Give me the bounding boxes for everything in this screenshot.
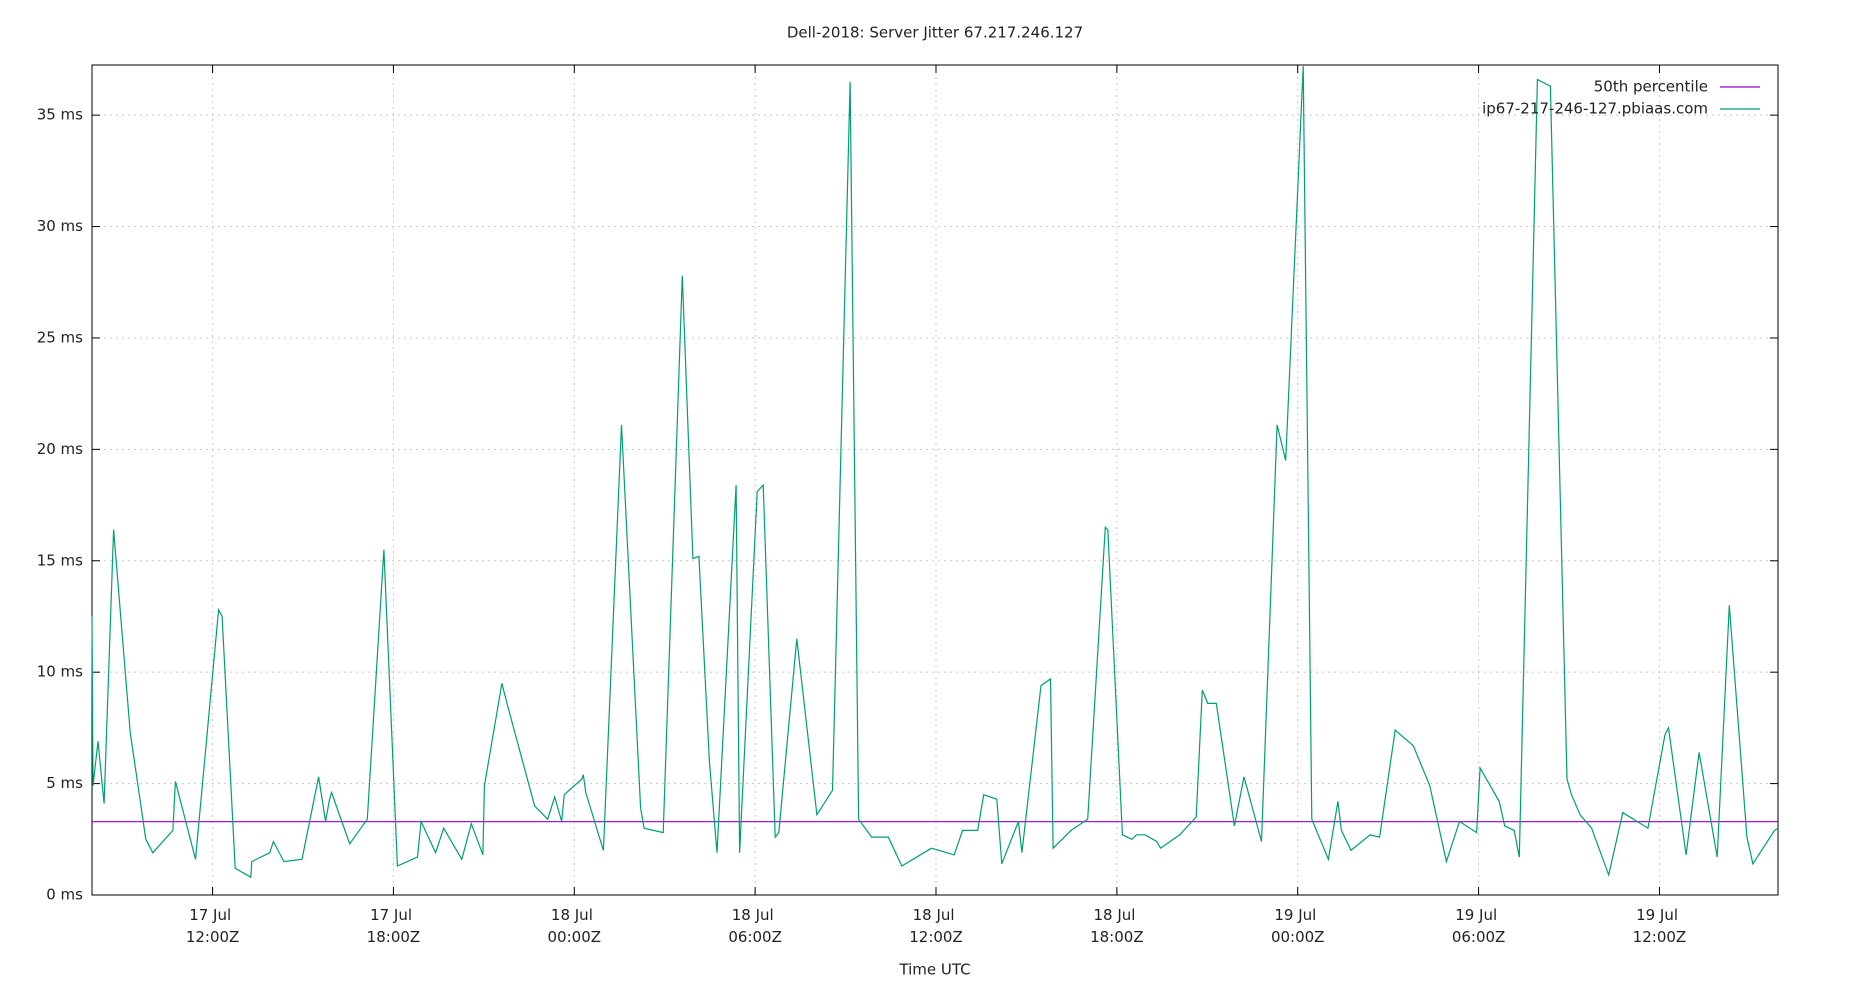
x-tick-date: 18 Jul (1093, 906, 1140, 924)
y-tick-label: 10 ms (37, 663, 83, 681)
y-tick-label: 0 ms (46, 886, 83, 904)
x-tick-date: 17 Jul (189, 906, 236, 924)
y-tick-label: 25 ms (37, 328, 83, 346)
x-tick-date: 18 Jul (732, 906, 779, 924)
x-tick-time: 06:00Z (1452, 928, 1506, 946)
y-tick-label: 20 ms (37, 440, 83, 458)
x-tick-date: 19 Jul (1274, 906, 1321, 924)
y-tick-label: 30 ms (37, 217, 83, 235)
plot-frame (91, 64, 1779, 896)
legend-label: 50th percentile (1594, 78, 1708, 96)
x-tick-label: 18 Jul 18:00Z (1090, 906, 1144, 946)
x-tick-time: 18:00Z (367, 928, 421, 946)
x-axis-label: Time UTC (898, 961, 970, 979)
x-tick-time: 12:00Z (186, 928, 240, 946)
x-tick-label: 19 Jul 06:00Z (1452, 906, 1506, 946)
x-tick-time: 06:00Z (728, 928, 782, 946)
x-tick-time: 00:00Z (548, 928, 602, 946)
x-tick-date: 19 Jul (1636, 906, 1683, 924)
y-tick-label: 35 ms (37, 106, 83, 124)
x-tick-label: 17 Jul 12:00Z (186, 906, 240, 946)
x-tick-date: 18 Jul (913, 906, 960, 924)
x-tick-date: 19 Jul (1455, 906, 1502, 924)
x-tick-label: 18 Jul 12:00Z (909, 906, 963, 946)
x-tick-label: 17 Jul 18:00Z (367, 906, 421, 946)
x-tick-time: 12:00Z (1633, 928, 1687, 946)
x-tick-label: 18 Jul 00:00Z (548, 906, 602, 946)
series-line (91, 66, 1779, 879)
y-tick-label: 5 ms (46, 774, 83, 792)
x-tick-date: 17 Jul (370, 906, 417, 924)
x-tick-time: 12:00Z (909, 928, 963, 946)
x-tick-time: 18:00Z (1090, 928, 1144, 946)
legend-label: ip67-217-246-127.pbiaas.com (1482, 100, 1708, 118)
x-tick-label: 18 Jul 06:00Z (728, 906, 782, 946)
chart-title: Dell-2018: Server Jitter 67.217.246.127 (787, 24, 1083, 42)
x-tick-label: 19 Jul 00:00Z (1271, 906, 1325, 946)
y-tick-label: 15 ms (37, 551, 83, 569)
x-tick-time: 00:00Z (1271, 928, 1325, 946)
x-tick-date: 18 Jul (551, 906, 598, 924)
x-tick-label: 19 Jul 12:00Z (1633, 906, 1687, 946)
